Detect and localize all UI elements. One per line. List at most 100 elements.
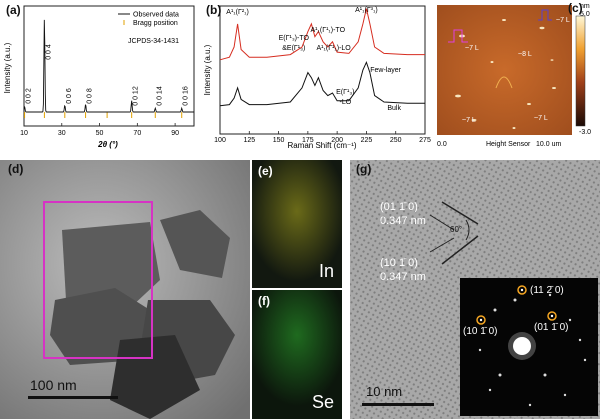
raman-xlabel: Raman Shift (cm⁻¹) xyxy=(287,141,356,150)
afm-label-5: ~7 L xyxy=(534,115,548,122)
raman-tick-label: 250 xyxy=(390,137,402,144)
raman-bulk-line xyxy=(219,60,425,107)
afm-label-1: ~7 L xyxy=(465,45,479,52)
saed-spot-2 xyxy=(479,318,483,322)
raman-annotation: &E(Γ¹₃) xyxy=(282,45,305,52)
xrd-frame xyxy=(23,5,195,127)
tem-flake-4 xyxy=(160,210,230,278)
saed-label-2: (10 1̄ 0) xyxy=(463,326,497,337)
eds-se-signal xyxy=(252,290,342,419)
afm-profile-orange xyxy=(495,76,513,89)
raman-annotation: -LO xyxy=(340,99,352,106)
afm-image: ~7 L ~7 L ~8 L ~7 L ~7 L nm 5.0 -3.0 0.0… xyxy=(437,3,591,148)
afm-flakes xyxy=(455,19,556,129)
angle-arc xyxy=(465,219,470,241)
raman-tick-label: 225 xyxy=(361,137,373,144)
panel-g-label: (g) xyxy=(356,162,372,176)
saed-inset: (11 2̄ 0) (10 1̄ 0) (01 1̄ 0) xyxy=(460,278,598,416)
xrd-peak-label: 0 0 12 xyxy=(133,86,140,106)
raman-annotation: E(Γ¹₃) xyxy=(336,89,354,96)
saed-spot-circle-2 xyxy=(476,315,486,325)
legend-bragg: Bragg position xyxy=(133,20,178,27)
saed-label-3: (01 1̄ 0) xyxy=(534,322,568,333)
panel-c-label: (c) xyxy=(568,1,583,15)
afm-axis-left: 0.0 xyxy=(437,141,447,148)
afm-label-4: ~7 L xyxy=(462,117,476,124)
afm-colorbar-unit: nm xyxy=(580,3,590,10)
tem-scale-bar xyxy=(28,396,118,399)
raman-x-ticks: 100 125 150 175 200 225 250 275 xyxy=(214,131,431,144)
plane1-index: (01 1̄ 0) xyxy=(380,201,418,213)
plane-measure-2 xyxy=(429,237,455,253)
xrd-peak-label: 0 0 14 xyxy=(156,86,163,106)
xrd-tick-label: 30 xyxy=(58,130,66,137)
afm-label-3: ~8 L xyxy=(518,51,532,58)
raman-series-label-bulk: Bulk xyxy=(387,105,401,112)
eds-in-element: In xyxy=(318,261,334,281)
raman-tick-label: 100 xyxy=(214,137,226,144)
xrd-tick-label: 10 xyxy=(20,130,28,137)
xrd-peak-labels: 0 0 2 0 0 4 0 0 6 0 0 8 0 0 12 0 0 14 0 0 16 xyxy=(26,44,190,106)
xrd-jcpds-annotation: JCPDS-34-1431 xyxy=(128,38,179,45)
raman-annotation: A¹₁(Γ¹₁)-TO xyxy=(311,27,346,34)
saed-label-1: (11 2̄ 0) xyxy=(530,285,564,296)
raman-annotation: A¹₁(Γ³₁) xyxy=(355,7,378,14)
afm-label-2: ~7 L xyxy=(556,17,570,24)
afm-axis-right: 10.0 um xyxy=(536,141,561,148)
legend-observed: Observed data xyxy=(133,12,179,19)
raman-annotation: A¹₁(Γ²₁) xyxy=(226,9,249,16)
xrd-peak-label: 0 0 4 xyxy=(45,44,52,60)
panel-e-eds-in: (e) In xyxy=(252,160,342,288)
tem-flake-1 xyxy=(62,222,160,308)
saed-spot-1 xyxy=(520,288,524,292)
raman-few-layer-line xyxy=(219,8,425,61)
afm-colorbar-min: -3.0 xyxy=(579,129,591,136)
xrd-tick-label: 50 xyxy=(96,130,104,137)
saed-spots xyxy=(478,293,587,407)
saed-spot-circle-3 xyxy=(547,311,557,321)
panel-c-afm: ~7 L ~7 L ~8 L ~7 L ~7 L nm 5.0 -3.0 0.0… xyxy=(434,0,600,150)
panel-g-hrtem: 60° (01 1̄ 0) 0.347 nm (10 1̄ 0) 0.347 n… xyxy=(350,160,600,419)
xrd-peak-label: 0 0 16 xyxy=(183,86,190,106)
saed-spot-3 xyxy=(550,314,554,318)
plane1-spacing: 0.347 nm xyxy=(380,215,426,227)
panel-d-tem: 100 nm (d) xyxy=(0,160,250,419)
afm-profile-magenta xyxy=(448,29,468,43)
eds-se-map xyxy=(252,290,342,419)
xrd-x-ticks: 10 30 50 70 90 xyxy=(20,123,179,137)
saed-spot-circle-1 xyxy=(517,285,527,295)
saed-center-beam xyxy=(513,337,531,355)
panel-b-raman: 100 125 150 175 200 225 250 275 A¹₁(Γ²₁) E(Γ¹₃)-… xyxy=(202,0,432,150)
raman-tick-label: 175 xyxy=(302,137,314,144)
xrd-peak-label: 0 0 6 xyxy=(66,88,73,104)
tem-flake-5 xyxy=(110,335,200,419)
hrtem-image: 60° (01 1̄ 0) 0.347 nm (10 1̄ 0) 0.347 n… xyxy=(350,160,600,419)
panel-b-label: (b) xyxy=(206,3,222,17)
raman-ylabel: Intensity (a.u.) xyxy=(203,44,212,95)
raman-tick-label: 275 xyxy=(419,137,431,144)
saed-center-halo xyxy=(508,332,536,360)
tem-scale-label: 100 nm xyxy=(30,377,77,393)
xrd-tick-label: 70 xyxy=(133,130,141,137)
plane2-spacing: 0.347 nm xyxy=(380,271,426,283)
eds-se-element: Se xyxy=(311,392,334,412)
raman-frame xyxy=(219,5,426,135)
plane-measure-1 xyxy=(429,214,455,231)
raman-annotation: A¹₁(Γ¹₁)-LO xyxy=(317,45,352,52)
raman-series-label-few-layer: Few-layer xyxy=(370,67,401,74)
afm-profile-purple xyxy=(538,9,552,21)
tem-image: 100 nm xyxy=(0,160,250,419)
raman-chart: 100 125 150 175 200 225 250 275 A¹₁(Γ²₁)E(Γ¹₃)-… xyxy=(203,5,431,150)
xrd-peak-label: 0 0 8 xyxy=(87,88,94,104)
afm-colorbar-max: 5.0 xyxy=(580,11,590,18)
plane2-index: (10 1̄ 0) xyxy=(380,257,418,269)
xrd-xlabel: 2θ (°) xyxy=(97,140,118,149)
xrd-tick-label: 90 xyxy=(171,130,179,137)
panel-d-label: (d) xyxy=(8,162,24,176)
hrtem-scale-label: 10 nm xyxy=(366,384,402,399)
raman-tick-label: 200 xyxy=(331,137,343,144)
panel-f-eds-se: (f) Se xyxy=(252,290,342,419)
panel-f-label: (f) xyxy=(258,294,270,308)
raman-annotation: E(Γ¹₃)-TO xyxy=(279,35,310,42)
